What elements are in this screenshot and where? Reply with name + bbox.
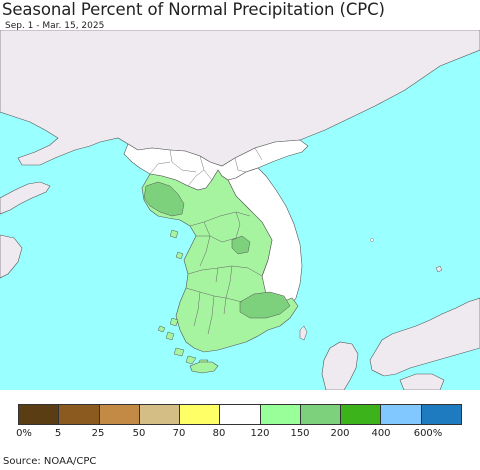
map-title: Seasonal Percent of Normal Precipitation… [2, 0, 385, 19]
shandong-peninsula [0, 181, 51, 215]
legend-swatch-50-70 [139, 405, 181, 424]
legend-swatch-0-5 [19, 405, 60, 424]
mid-green-southeast [239, 291, 291, 319]
japan-small-island [435, 265, 443, 273]
legend-tick: 80 [212, 428, 226, 439]
legend-tick: 120 [250, 428, 270, 439]
legend-tick: 150 [290, 428, 310, 439]
legend-swatch-120-150 [260, 405, 301, 424]
jeju-island [189, 361, 219, 374]
china-coast-southwest [0, 234, 23, 279]
legend-swatch-25-50 [99, 405, 140, 424]
legend-swatch-70-80 [180, 405, 221, 424]
japan-shikoku [399, 373, 445, 390]
legend-swatch-200-400 [341, 405, 382, 424]
west-islands [169, 229, 184, 260]
date-range: Sep. 1 - Mar. 15, 2025 [5, 21, 105, 31]
mid-green-northwest [143, 181, 185, 217]
japan-kyushu [321, 341, 359, 390]
legend-tick: 70 [172, 428, 186, 439]
legend-tick: 25 [91, 428, 105, 439]
legend-swatch-400-600 [381, 405, 422, 424]
southwest-islands [157, 317, 209, 367]
legend-swatch-5-25 [59, 405, 100, 424]
legend-tick: 200 [330, 428, 350, 439]
legend-swatch-600-plus [421, 405, 461, 424]
tsushima [299, 325, 308, 341]
legend-tick: 50 [132, 428, 146, 439]
precipitation-map [0, 30, 480, 390]
legend-tick: 0% [16, 428, 32, 439]
legend-tick: 600% [413, 428, 443, 439]
legend-color-bar [18, 404, 462, 425]
legend-swatch-80-120 [220, 405, 261, 424]
legend-swatch-150-200 [300, 405, 342, 424]
japan-honshu [369, 297, 480, 377]
legend-tick: 5 [54, 428, 62, 439]
mid-green-central [231, 235, 251, 255]
legend-tick: 400 [371, 428, 391, 439]
ulleungdo [370, 238, 374, 242]
source-credit: Source: NOAA/CPC [3, 456, 97, 467]
